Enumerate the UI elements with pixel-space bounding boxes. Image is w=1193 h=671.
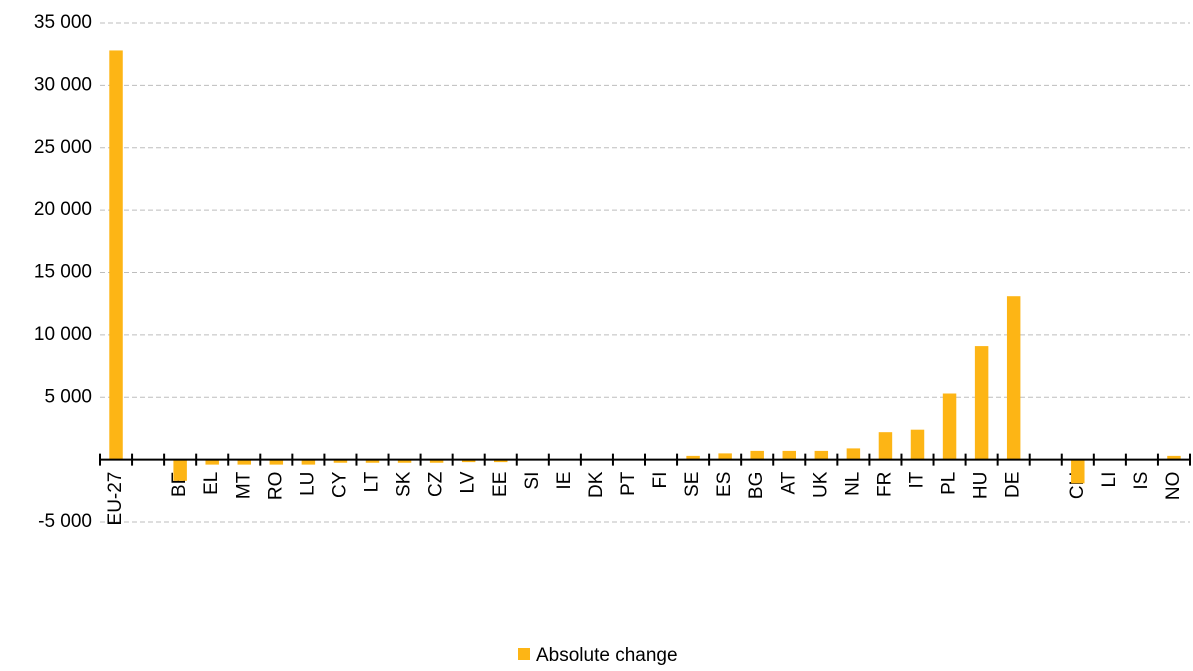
bar (237, 459, 251, 465)
y-tick-label: 25 000 (34, 137, 92, 158)
x-tick-label: EU-27 (105, 472, 126, 526)
bar (494, 459, 508, 463)
y-tick-label: 20 000 (34, 199, 92, 220)
bar (1071, 459, 1085, 484)
x-tick-label: NL (842, 472, 863, 496)
bar (333, 459, 348, 463)
bar (974, 346, 989, 460)
x-tick-label: IE (554, 472, 575, 490)
x-tick-label: MT (233, 471, 254, 499)
x-tick-label: IT (907, 471, 928, 488)
x-tick-label: LU (297, 472, 318, 496)
x-tick-label: EE (490, 472, 511, 497)
x-tick-label: UK (810, 471, 831, 498)
x-tick-label: RO (265, 472, 286, 501)
bar (910, 429, 925, 460)
y-tick-label: 10 000 (34, 324, 92, 345)
x-tick-label: BG (746, 472, 767, 499)
x-tick-label: IS (1131, 472, 1152, 490)
bar (814, 450, 829, 460)
bar (109, 50, 123, 460)
x-tick-label: SK (394, 471, 415, 497)
y-tick-label: 15 000 (34, 262, 92, 283)
bar (878, 432, 893, 460)
x-tick-label: FI (650, 472, 671, 489)
x-tick-label: CY (329, 471, 350, 498)
x-tick-label: FR (874, 472, 895, 497)
bar (1167, 455, 1181, 460)
x-tick-label: PT (618, 471, 639, 496)
x-tick-label: EL (201, 472, 222, 495)
bar (782, 450, 796, 460)
y-tick-label: 5 000 (44, 386, 92, 407)
legend-swatch (518, 648, 530, 660)
bar (301, 459, 316, 465)
bar (461, 459, 476, 463)
bar (846, 448, 861, 460)
x-tick-label: AT (778, 471, 799, 494)
y-tick-label: 30 000 (34, 74, 92, 95)
x-tick-label: DE (1003, 472, 1024, 498)
bar (429, 459, 444, 463)
bar (942, 393, 957, 460)
y-tick-label: -5 000 (38, 511, 92, 532)
x-tick-label: SE (682, 472, 703, 497)
bar (718, 453, 732, 460)
x-tick-label: NO (1163, 472, 1184, 501)
x-tick-label: CZ (426, 471, 447, 497)
y-tick-label: 35 000 (34, 12, 92, 33)
x-tick-label: LI (1099, 472, 1120, 488)
bar (205, 459, 219, 465)
x-tick-label: DK (586, 471, 607, 498)
bar (686, 455, 700, 460)
bar (1006, 296, 1021, 460)
bar (173, 459, 187, 481)
x-tick-label: HU (971, 472, 992, 499)
x-tick-label: LV (458, 471, 479, 493)
bar (750, 450, 764, 460)
x-tick-label: PL (939, 472, 960, 495)
x-tick-label: SI (522, 472, 543, 490)
bar (269, 459, 284, 465)
x-tick-label: LT (362, 471, 383, 492)
bar (397, 459, 412, 463)
bar (365, 459, 380, 463)
x-tick-label: ES (714, 472, 735, 497)
legend-label: Absolute change (536, 645, 678, 666)
